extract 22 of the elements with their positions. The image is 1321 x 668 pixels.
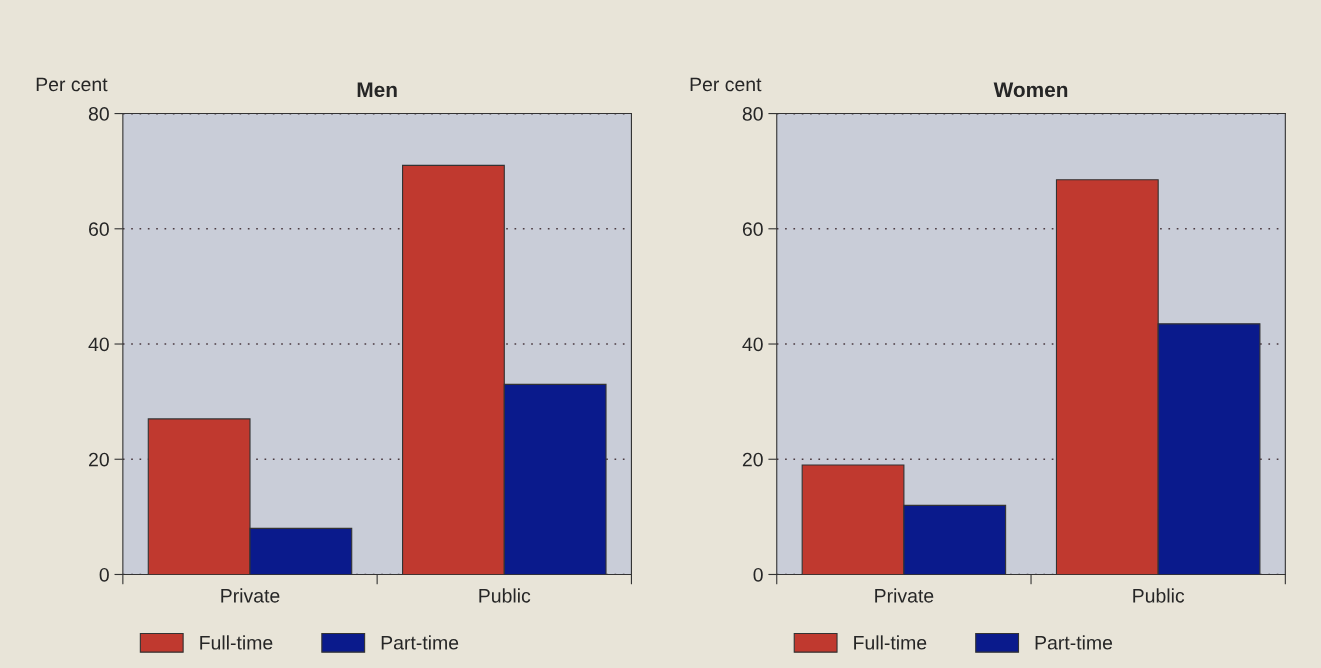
x-tick-label: Public xyxy=(1133,588,1185,603)
x-tick-label: Private xyxy=(221,588,280,603)
y-tick-label: 80 xyxy=(88,107,109,121)
x-tick-label: Public xyxy=(479,588,531,603)
legend-label: Full-time xyxy=(200,635,273,650)
y-tick-label: 40 xyxy=(88,337,109,352)
y-axis-title: Per cent xyxy=(690,77,762,92)
legend-label: Part-time xyxy=(381,635,459,650)
chart-title: Men xyxy=(357,82,397,98)
y-tick-label: 20 xyxy=(742,452,763,467)
y-tick-label: 60 xyxy=(742,222,763,237)
y-tick-label: 20 xyxy=(89,452,109,467)
y-tick-label: 60 xyxy=(89,222,109,237)
legend-label: Part-time xyxy=(1035,635,1113,650)
y-axis-title: Per cent xyxy=(36,77,108,92)
legend-label: Full-time xyxy=(854,635,927,650)
y-tick-label: 0 xyxy=(99,567,109,582)
y-tick-label: 40 xyxy=(742,337,763,352)
x-tick-label: Private xyxy=(875,588,934,603)
y-tick-label: 0 xyxy=(753,567,763,582)
chart-title: Women xyxy=(993,82,1068,98)
y-tick-label: 80 xyxy=(742,107,763,121)
